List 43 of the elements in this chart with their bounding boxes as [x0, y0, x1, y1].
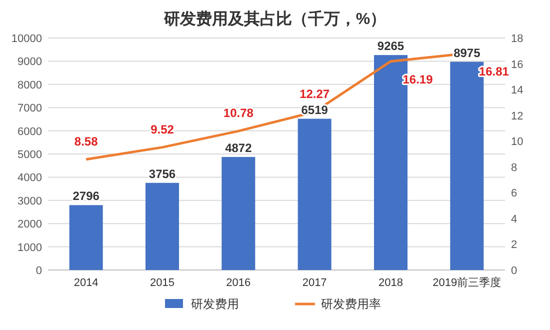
y-tick-label: 2000 [18, 218, 42, 231]
y-tick-label: 7000 [18, 102, 42, 115]
y-tick-label: 4000 [18, 172, 42, 184]
y-tick-label: 9000 [18, 56, 42, 68]
y2-tick-label: 14 [511, 84, 524, 97]
y2-tick-label: 4 [511, 213, 518, 226]
data-label: 8.58 [74, 134, 98, 148]
y-tick-label: 3000 [18, 195, 42, 208]
bar [298, 118, 332, 270]
y-tick-label: 0 [36, 265, 42, 277]
data-label: 10.78 [223, 106, 254, 120]
x-tick-label: 2017 [302, 277, 327, 289]
data-label: 8975 [454, 46, 481, 60]
y2-tick-label: 10 [511, 136, 524, 148]
data-label: 9265 [377, 39, 404, 54]
y-tick-label: 10000 [11, 33, 42, 45]
y2-tick-label: 8 [511, 162, 518, 174]
x-tick-label: 2016 [226, 277, 251, 289]
y-tick-label: 5000 [18, 149, 42, 161]
data-label: 3756 [148, 166, 176, 181]
y2-tick-label: 18 [511, 33, 524, 45]
chart-title: 研发费用及其占比（千万，%） [162, 10, 386, 28]
y2-tick-label: 0 [511, 265, 518, 277]
legend-label: 研发费用率 [321, 297, 381, 311]
data-label: 9.52 [150, 122, 174, 136]
data-label: 12.27 [300, 86, 330, 101]
bar [69, 205, 103, 270]
x-tick-label: 2015 [150, 277, 174, 289]
y-tick-label: 8000 [18, 79, 42, 92]
x-tick-label: 2019前三季度 [432, 276, 502, 289]
y2-tick-label: 2 [511, 239, 518, 252]
y2-tick-label: 12 [511, 110, 524, 122]
y2-tick-label: 6 [511, 188, 518, 200]
y-tick-label: 6000 [18, 126, 42, 138]
y2-tick-label: 16 [511, 58, 524, 71]
data-label: 2796 [72, 189, 100, 204]
x-tick-label: 2018 [378, 277, 403, 289]
bar [145, 182, 180, 270]
bar [222, 156, 256, 270]
data-label: 4872 [225, 140, 252, 155]
x-tick-label: 2014 [74, 277, 98, 289]
y-tick-label: 1000 [18, 242, 42, 254]
legend-label: 研发费用 [191, 297, 239, 311]
